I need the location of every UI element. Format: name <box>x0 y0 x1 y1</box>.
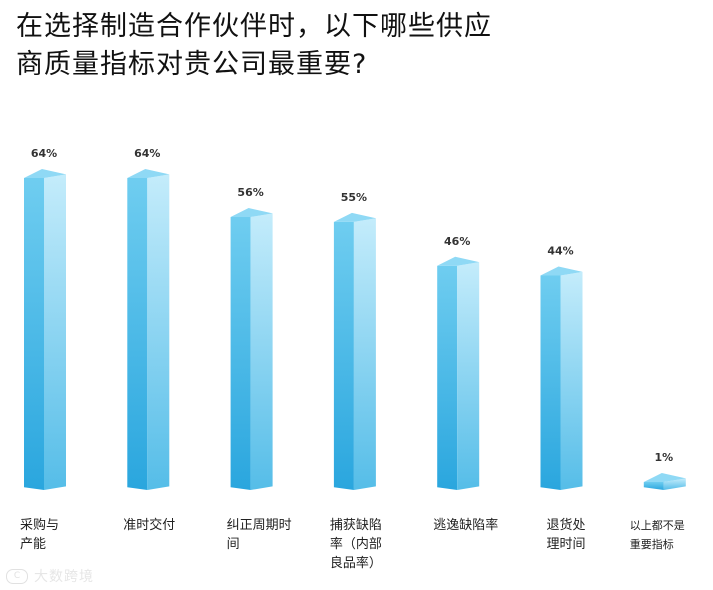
bar-cap-2 <box>127 169 170 178</box>
value-label-7: 1% <box>654 451 673 464</box>
watermark: C 大数跨境 <box>6 566 94 586</box>
bar-front-face-7 <box>643 482 664 490</box>
bar-front-face-2 <box>127 178 148 490</box>
value-label-1: 64% <box>31 147 57 160</box>
category-label-6: 退货处理时间 <box>547 517 586 552</box>
bar-side-face-3 <box>250 213 273 490</box>
bar-6 <box>540 266 583 490</box>
bar-1 <box>24 169 66 490</box>
category-label-7: 以上都不是重要指标 <box>630 519 685 551</box>
category-label-4: 捕获缺陷率（内部良品率） <box>330 517 382 571</box>
bar-side-face-7 <box>663 478 686 490</box>
bars-group <box>24 169 686 490</box>
category-label-2: 准时交付 <box>123 517 175 533</box>
bar-cap-7 <box>643 473 686 482</box>
value-label-6: 44% <box>547 245 573 258</box>
bar-front-face-1 <box>24 178 44 490</box>
watermark-logo-icon: C <box>6 568 28 584</box>
bar-3 <box>230 208 273 490</box>
category-labels-group: 采购与产能 准时交付 纠正周期时间 捕获缺陷率（内部良品率） 逃逸缺陷率 退货处理时间 以上… <box>20 517 685 571</box>
bar-cap-1 <box>24 169 66 178</box>
chart-title: 在选择制造合作伙伴时，以下哪些供应 商质量指标对贵公司最重要? <box>16 8 492 84</box>
watermark-text: 大数跨境 <box>34 569 94 585</box>
bar-side-face-5 <box>457 262 480 490</box>
value-labels-group: 64% 64% 56% 55% 46% 44% 1% <box>31 147 673 464</box>
bar-front-face-3 <box>230 217 251 490</box>
bar-front-face-6 <box>540 275 561 490</box>
bar-side-face-1 <box>44 174 66 490</box>
category-label-3: 纠正周期时间 <box>227 518 292 552</box>
value-label-4: 55% <box>341 191 367 204</box>
bar-4 <box>333 212 376 490</box>
category-label-1: 采购与产能 <box>20 517 59 552</box>
value-label-2: 64% <box>134 147 160 160</box>
bar-side-face-4 <box>353 218 376 490</box>
chart-title-line-1: 在选择制造合作伙伴时，以下哪些供应 <box>16 11 492 42</box>
category-label-5: 逃逸缺陷率 <box>433 517 498 533</box>
value-label-3: 56% <box>237 186 263 199</box>
bar-5 <box>437 256 480 490</box>
bar-cap-6 <box>540 266 583 276</box>
bar-2 <box>127 169 170 490</box>
bar-cap-5 <box>437 256 480 266</box>
bar-cap-3 <box>230 208 273 217</box>
bar-7 <box>643 473 686 490</box>
bar-front-face-5 <box>437 265 458 490</box>
bar-front-face-4 <box>333 221 354 490</box>
chart-title-line-2: 商质量指标对贵公司最重要? <box>16 49 368 80</box>
bar-side-face-6 <box>560 271 583 490</box>
bar-side-face-2 <box>147 174 170 490</box>
bar-cap-4 <box>333 212 376 222</box>
value-label-5: 46% <box>444 235 470 248</box>
